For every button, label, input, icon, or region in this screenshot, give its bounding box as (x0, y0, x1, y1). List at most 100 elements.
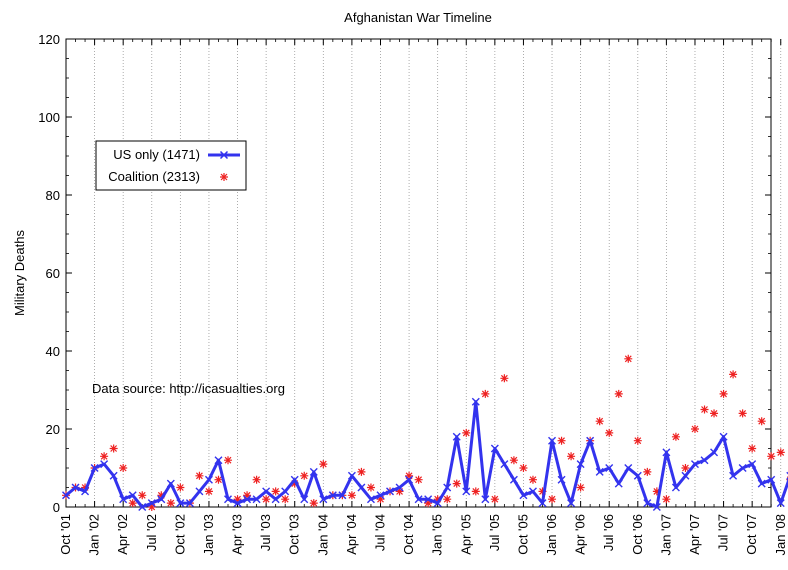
x-tick-label: Apr '03 (230, 514, 245, 555)
coalition-point (624, 354, 633, 363)
coalition-point (100, 452, 109, 461)
coalition-point (652, 487, 661, 496)
us-point (405, 475, 414, 484)
x-tick-label: Apr '04 (344, 514, 359, 555)
us-point (528, 487, 537, 496)
us-point (176, 499, 185, 508)
coalition-point (509, 456, 518, 465)
coalition-point (729, 370, 738, 379)
coalition-point (147, 503, 156, 511)
us-point (643, 499, 652, 508)
us-point (62, 491, 70, 500)
coalition-point (262, 495, 271, 504)
coalition-point (443, 495, 452, 504)
coalition-point (471, 487, 480, 496)
legend-box (95, 140, 247, 191)
coalition-point (166, 499, 175, 508)
us-point (376, 491, 385, 500)
x-tick-label: Jul '02 (144, 514, 159, 551)
us-point (290, 475, 299, 484)
coalition-point (490, 495, 499, 504)
coalition-point (614, 389, 623, 398)
us-point (652, 503, 661, 511)
us-point (166, 479, 175, 488)
us-point (185, 499, 194, 508)
coalition-point (452, 479, 461, 488)
coalition-point (462, 428, 471, 437)
x-axis: Oct '01 Jan '02 Apr '02 Jul '02 Oct '02 Jan '… (58, 39, 788, 556)
coalition-point (595, 417, 604, 426)
us-point (395, 483, 404, 492)
y-axis-label: Military Deaths (12, 230, 27, 316)
us-point (538, 499, 547, 508)
us-point (719, 432, 728, 441)
us-point (443, 483, 452, 492)
coalition-point (671, 432, 680, 441)
us-point (386, 487, 395, 496)
coalition-point (195, 471, 204, 480)
us-point (357, 483, 366, 492)
x-tick-label: Oct '02 (172, 514, 187, 555)
us-point (300, 495, 309, 504)
us-point (366, 495, 375, 504)
coalition-point (567, 452, 576, 461)
x-tick-label: Jan '03 (201, 514, 216, 556)
coalition-point (738, 409, 747, 418)
us-point (119, 495, 128, 504)
us-point (338, 491, 347, 500)
x-tick-label: Jan '05 (430, 514, 445, 556)
x-tick-label: Jan '02 (87, 514, 102, 556)
x-gridlines (94, 39, 782, 507)
coalition-point (281, 495, 290, 504)
coalition-point (538, 487, 547, 496)
x-tick-label: Jul '05 (487, 514, 502, 551)
coalition-point (767, 452, 776, 461)
coalition-point (290, 479, 299, 488)
us-series (62, 397, 788, 511)
us-point (433, 499, 442, 508)
coalition-point (243, 491, 252, 500)
coalition-point (366, 483, 375, 492)
us-point (481, 495, 490, 504)
us-point (347, 471, 356, 480)
us-point (195, 487, 204, 496)
coalition-point (109, 444, 118, 453)
us-point (548, 436, 557, 445)
us-point (671, 483, 680, 492)
x-tick-label: Jul '03 (258, 514, 273, 551)
us-point (690, 460, 699, 469)
x-tick-label: Jan '08 (773, 514, 788, 556)
coalition-point (757, 417, 766, 426)
x-tick-label: Apr '07 (687, 514, 702, 555)
coalition-point (500, 374, 509, 383)
coalition-point (776, 448, 785, 457)
x-tick-label: Jul '06 (601, 514, 616, 551)
y-tick-label: 40 (46, 344, 60, 359)
coalition-point (700, 405, 709, 414)
us-point (557, 475, 566, 484)
us-point (100, 460, 109, 469)
us-point (576, 460, 585, 469)
coalition-point (557, 436, 566, 445)
x-tick-label: Apr '02 (115, 514, 130, 555)
us-point (319, 495, 328, 504)
y-tick-label: 80 (46, 188, 60, 203)
coalition-point (481, 389, 490, 398)
coalition-point (662, 495, 671, 504)
x-tick-label: Jan '07 (658, 514, 673, 556)
us-point (147, 499, 156, 508)
us-point (605, 464, 614, 472)
us-point (71, 483, 80, 492)
coalition-point (119, 464, 128, 472)
coalition-point (176, 483, 185, 492)
legend-label-us: US only (1471) (113, 147, 200, 162)
us-point (500, 460, 509, 469)
us-point (262, 487, 271, 496)
coalition-point (204, 487, 213, 496)
y-tick-label: 20 (46, 422, 60, 437)
us-point (710, 448, 719, 457)
coalition-point (576, 483, 585, 492)
us-point (509, 475, 518, 484)
us-point (414, 495, 423, 504)
